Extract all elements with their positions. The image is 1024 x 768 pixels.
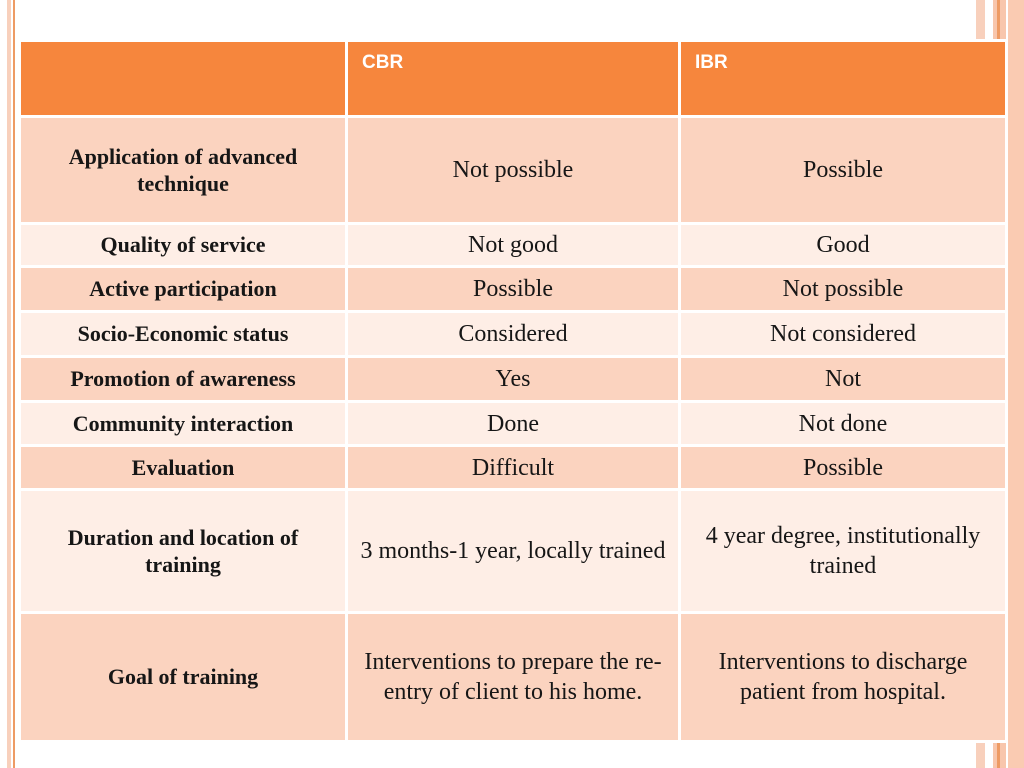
row-label-cell: Socio-Economic status [21, 313, 345, 355]
ibr-value-cell: Interventions to discharge patient from … [681, 614, 1005, 740]
table-row: Quality of service Not good Good [21, 225, 1005, 265]
table-row: Application of advanced technique Not po… [21, 118, 1005, 222]
cbr-value-cell: Considered [348, 313, 678, 355]
ibr-value-cell: Not possible [681, 268, 1005, 310]
ibr-value-cell: Possible [681, 118, 1005, 222]
table-row: Promotion of awareness Yes Not [21, 358, 1005, 400]
row-label-cell: Evaluation [21, 447, 345, 488]
row-label-cell: Active participation [21, 268, 345, 310]
row-label-cell: Goal of training [21, 614, 345, 740]
table-row: Evaluation Difficult Possible [21, 447, 1005, 488]
cbr-value-cell: Yes [348, 358, 678, 400]
table-row: Active participation Possible Not possib… [21, 268, 1005, 310]
right-decor-band [1008, 0, 1024, 768]
header-empty-cell [21, 42, 345, 115]
row-label-cell: Application of advanced technique [21, 118, 345, 222]
ibr-value-cell: Possible [681, 447, 1005, 488]
ibr-value-cell: Not [681, 358, 1005, 400]
row-label-cell: Promotion of awareness [21, 358, 345, 400]
ibr-value-cell: Good [681, 225, 1005, 265]
left-decor-stripe-outer [7, 0, 11, 768]
cbr-value-cell: Possible [348, 268, 678, 310]
cbr-value-cell: Difficult [348, 447, 678, 488]
cbr-value-cell: Not possible [348, 118, 678, 222]
cbr-value-cell: 3 months-1 year, locally trained [348, 491, 678, 611]
table-row: Socio-Economic status Considered Not con… [21, 313, 1005, 355]
left-decor-stripe-inner [13, 0, 15, 768]
cbr-value-cell: Interventions to prepare the re-entry of… [348, 614, 678, 740]
cbr-ibr-comparison-table: CBR IBR Application of advanced techniqu… [18, 39, 1008, 743]
table-row: Community interaction Done Not done [21, 403, 1005, 444]
table-row: Goal of training Interventions to prepar… [21, 614, 1005, 740]
ibr-value-cell: 4 year degree, institutionally trained [681, 491, 1005, 611]
row-label-cell: Community interaction [21, 403, 345, 444]
table-header-row: CBR IBR [21, 42, 1005, 115]
row-label-cell: Quality of service [21, 225, 345, 265]
ibr-value-cell: Not considered [681, 313, 1005, 355]
header-cbr-cell: CBR [348, 42, 678, 115]
cbr-value-cell: Done [348, 403, 678, 444]
row-label-cell: Duration and location of training [21, 491, 345, 611]
table-row: Duration and location of training 3 mont… [21, 491, 1005, 611]
header-ibr-cell: IBR [681, 42, 1005, 115]
cbr-value-cell: Not good [348, 225, 678, 265]
ibr-value-cell: Not done [681, 403, 1005, 444]
